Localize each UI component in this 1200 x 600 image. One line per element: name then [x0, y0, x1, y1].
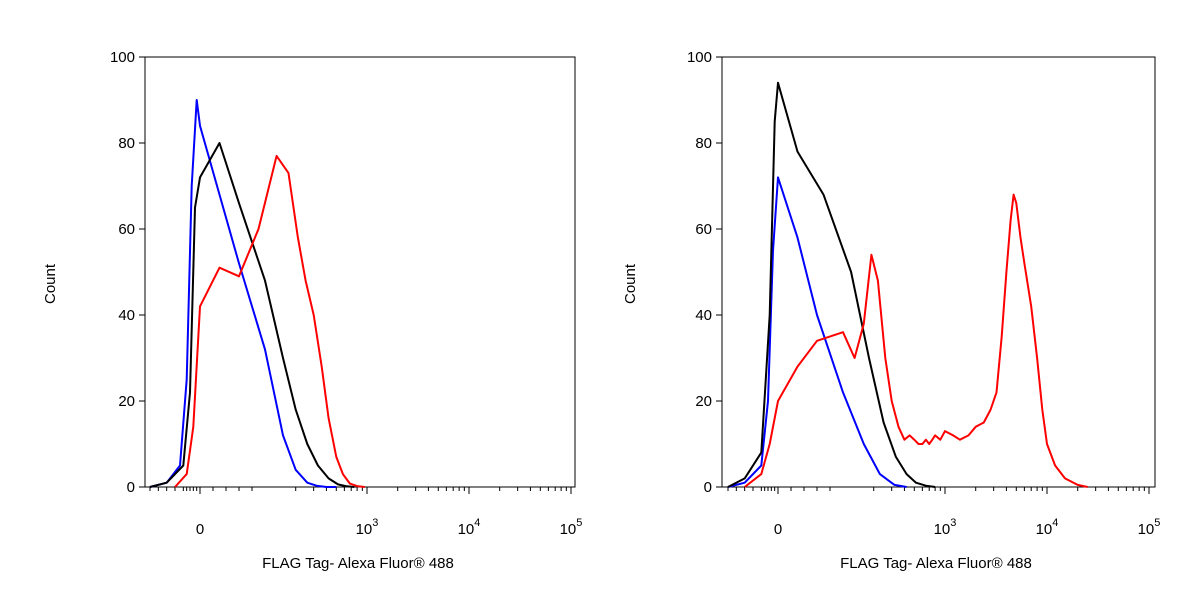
histogram-series-line: [174, 154, 365, 488]
x-tick-label: 103: [934, 517, 957, 538]
x-tick-label: 0: [774, 521, 782, 538]
histogram-panel-left: 0 20 40 60 80 100 0 103 104 105 Count FLAG Tag- Ale…: [42, 49, 582, 572]
y-tick-label: 40: [695, 307, 712, 324]
y-axis-label: Count: [622, 263, 639, 304]
x-tick-label: 105: [560, 517, 583, 538]
y-tick-label: 80: [118, 135, 135, 152]
histogram-series-line: [149, 99, 337, 488]
histogram-series-line: [727, 81, 936, 488]
histogram-series-line: [149, 142, 355, 488]
y-tick-label: 20: [118, 393, 135, 410]
y-tick-label: 100: [110, 49, 135, 66]
x-tick-label: 103: [356, 517, 379, 538]
plot-frame: [721, 56, 1156, 488]
x-axis-label: FLAG Tag- Alexa Fluor® 488: [262, 555, 454, 572]
y-tick-label: 20: [695, 393, 712, 410]
x-axis-label: FLAG Tag- Alexa Fluor® 488: [840, 555, 1032, 572]
histogram-series-line: [744, 193, 1088, 488]
y-tick-label: 60: [118, 221, 135, 238]
y-tick-label: 80: [695, 135, 712, 152]
plot-frame: [144, 56, 576, 488]
x-tick-label: 104: [458, 517, 481, 538]
x-tick-label: 104: [1036, 517, 1059, 538]
histogram-series-line: [727, 176, 907, 488]
y-tick-label: 100: [687, 49, 712, 66]
y-tick-label: 0: [704, 479, 712, 496]
y-tick-label: 0: [127, 479, 135, 496]
x-tick-label: 0: [196, 521, 204, 538]
x-tick-label: 105: [1138, 517, 1161, 538]
y-tick-label: 40: [118, 307, 135, 324]
y-axis-label: Count: [42, 263, 59, 304]
histogram-panel-right: 0 20 40 60 80 100 0 103 104 105 Count FLAG Tag- Ale…: [622, 49, 1160, 572]
y-tick-label: 60: [695, 221, 712, 238]
